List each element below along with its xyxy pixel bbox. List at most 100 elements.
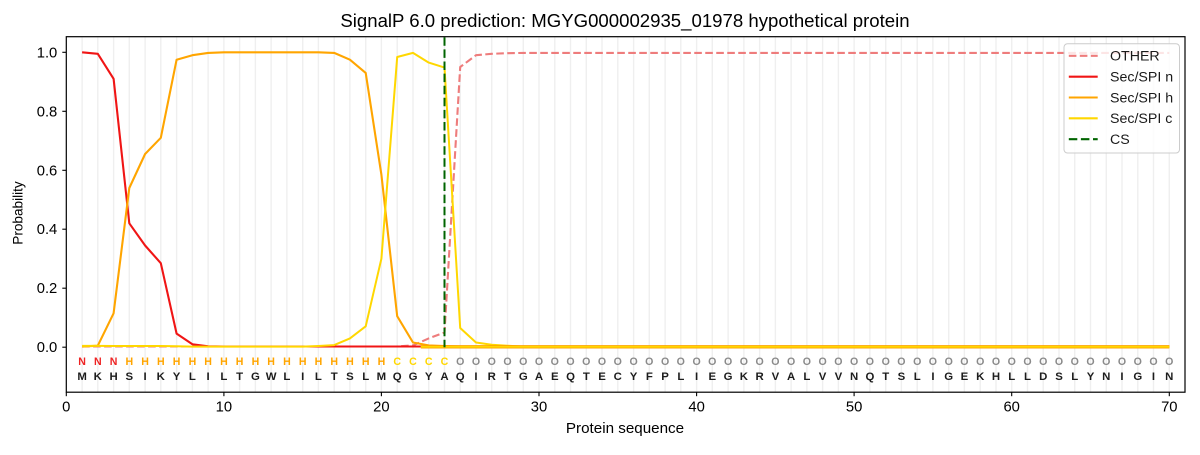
svg-text:O: O: [503, 356, 511, 368]
svg-text:C: C: [393, 356, 401, 368]
svg-text:N: N: [78, 356, 86, 368]
svg-text:L: L: [1071, 371, 1078, 383]
svg-text:V: V: [819, 371, 827, 383]
svg-text:S: S: [346, 371, 354, 383]
svg-text:O: O: [945, 356, 953, 368]
svg-text:L: L: [362, 371, 369, 383]
svg-text:O: O: [1023, 356, 1031, 368]
svg-text:SignalP 6.0 prediction: MGYG00: SignalP 6.0 prediction: MGYG000002935_01…: [340, 10, 909, 32]
svg-text:S: S: [1055, 371, 1063, 383]
svg-text:CS: CS: [1110, 132, 1130, 148]
svg-text:H: H: [204, 356, 212, 368]
svg-text:70: 70: [1161, 399, 1177, 415]
svg-text:O: O: [755, 356, 763, 368]
svg-text:H: H: [378, 356, 386, 368]
svg-text:O: O: [456, 356, 464, 368]
svg-text:Protein sequence: Protein sequence: [566, 420, 684, 437]
svg-text:30: 30: [531, 399, 547, 415]
svg-text:O: O: [992, 356, 1000, 368]
svg-text:M: M: [77, 371, 87, 383]
svg-text:L: L: [677, 371, 684, 383]
svg-text:O: O: [519, 356, 527, 368]
svg-text:N: N: [1165, 371, 1173, 383]
svg-text:20: 20: [373, 399, 389, 415]
svg-text:T: T: [504, 371, 511, 383]
svg-text:O: O: [566, 356, 574, 368]
svg-text:I: I: [695, 371, 698, 383]
svg-text:O: O: [1102, 356, 1110, 368]
svg-text:A: A: [535, 371, 543, 383]
svg-text:S: S: [125, 371, 133, 383]
svg-text:G: G: [724, 371, 733, 383]
svg-text:OTHER: OTHER: [1110, 49, 1160, 65]
svg-text:1.0: 1.0: [37, 45, 58, 61]
svg-text:K: K: [976, 371, 985, 383]
svg-text:O: O: [740, 356, 748, 368]
svg-text:G: G: [251, 371, 260, 383]
svg-text:D: D: [1039, 371, 1047, 383]
svg-text:H: H: [157, 356, 165, 368]
svg-text:H: H: [220, 356, 228, 368]
svg-text:60: 60: [1003, 399, 1019, 415]
svg-text:O: O: [677, 356, 685, 368]
svg-text:K: K: [740, 371, 749, 383]
svg-text:H: H: [362, 356, 370, 368]
svg-text:H: H: [189, 356, 197, 368]
svg-text:H: H: [173, 356, 181, 368]
svg-text:C: C: [614, 371, 622, 383]
svg-text:T: T: [236, 371, 243, 383]
svg-text:Y: Y: [630, 371, 638, 383]
svg-text:O: O: [488, 356, 496, 368]
svg-text:O: O: [929, 356, 937, 368]
svg-text:W: W: [266, 371, 277, 383]
svg-text:Sec/SPI c: Sec/SPI c: [1110, 111, 1172, 127]
svg-text:O: O: [629, 356, 637, 368]
svg-text:Y: Y: [173, 371, 181, 383]
svg-text:H: H: [315, 356, 323, 368]
svg-text:Probability: Probability: [11, 181, 26, 245]
svg-text:O: O: [1118, 356, 1126, 368]
svg-text:Q: Q: [456, 371, 465, 383]
svg-text:M: M: [377, 371, 387, 383]
svg-text:O: O: [882, 356, 890, 368]
svg-text:O: O: [708, 356, 716, 368]
svg-text:T: T: [331, 371, 338, 383]
svg-text:O: O: [897, 356, 905, 368]
svg-text:L: L: [189, 371, 196, 383]
svg-text:O: O: [661, 356, 669, 368]
svg-text:0: 0: [62, 399, 70, 415]
svg-text:50: 50: [846, 399, 862, 415]
svg-text:Y: Y: [1087, 371, 1095, 383]
svg-text:T: T: [882, 371, 889, 383]
svg-text:H: H: [992, 371, 1000, 383]
svg-text:H: H: [330, 356, 338, 368]
svg-text:O: O: [1055, 356, 1063, 368]
svg-text:I: I: [1120, 371, 1123, 383]
svg-text:N: N: [850, 371, 858, 383]
svg-text:O: O: [913, 356, 921, 368]
svg-text:O: O: [692, 356, 700, 368]
svg-text:L: L: [220, 371, 227, 383]
svg-text:0.0: 0.0: [37, 340, 58, 356]
svg-text:H: H: [283, 356, 291, 368]
svg-text:L: L: [283, 371, 290, 383]
svg-text:Q: Q: [393, 371, 402, 383]
svg-text:0.6: 0.6: [37, 163, 58, 179]
svg-text:Sec/SPI h: Sec/SPI h: [1110, 90, 1173, 106]
svg-text:0.8: 0.8: [37, 104, 58, 120]
svg-text:O: O: [1149, 356, 1157, 368]
svg-text:G: G: [519, 371, 528, 383]
svg-text:K: K: [157, 371, 166, 383]
svg-text:O: O: [724, 356, 732, 368]
svg-text:H: H: [299, 356, 307, 368]
svg-text:L: L: [1008, 371, 1015, 383]
svg-text:C: C: [441, 356, 449, 368]
svg-text:O: O: [614, 356, 622, 368]
svg-text:O: O: [771, 356, 779, 368]
svg-text:O: O: [1165, 356, 1173, 368]
svg-text:O: O: [645, 356, 653, 368]
svg-text:F: F: [646, 371, 653, 383]
svg-text:O: O: [1134, 356, 1142, 368]
svg-text:Q: Q: [865, 371, 874, 383]
svg-text:A: A: [440, 371, 448, 383]
